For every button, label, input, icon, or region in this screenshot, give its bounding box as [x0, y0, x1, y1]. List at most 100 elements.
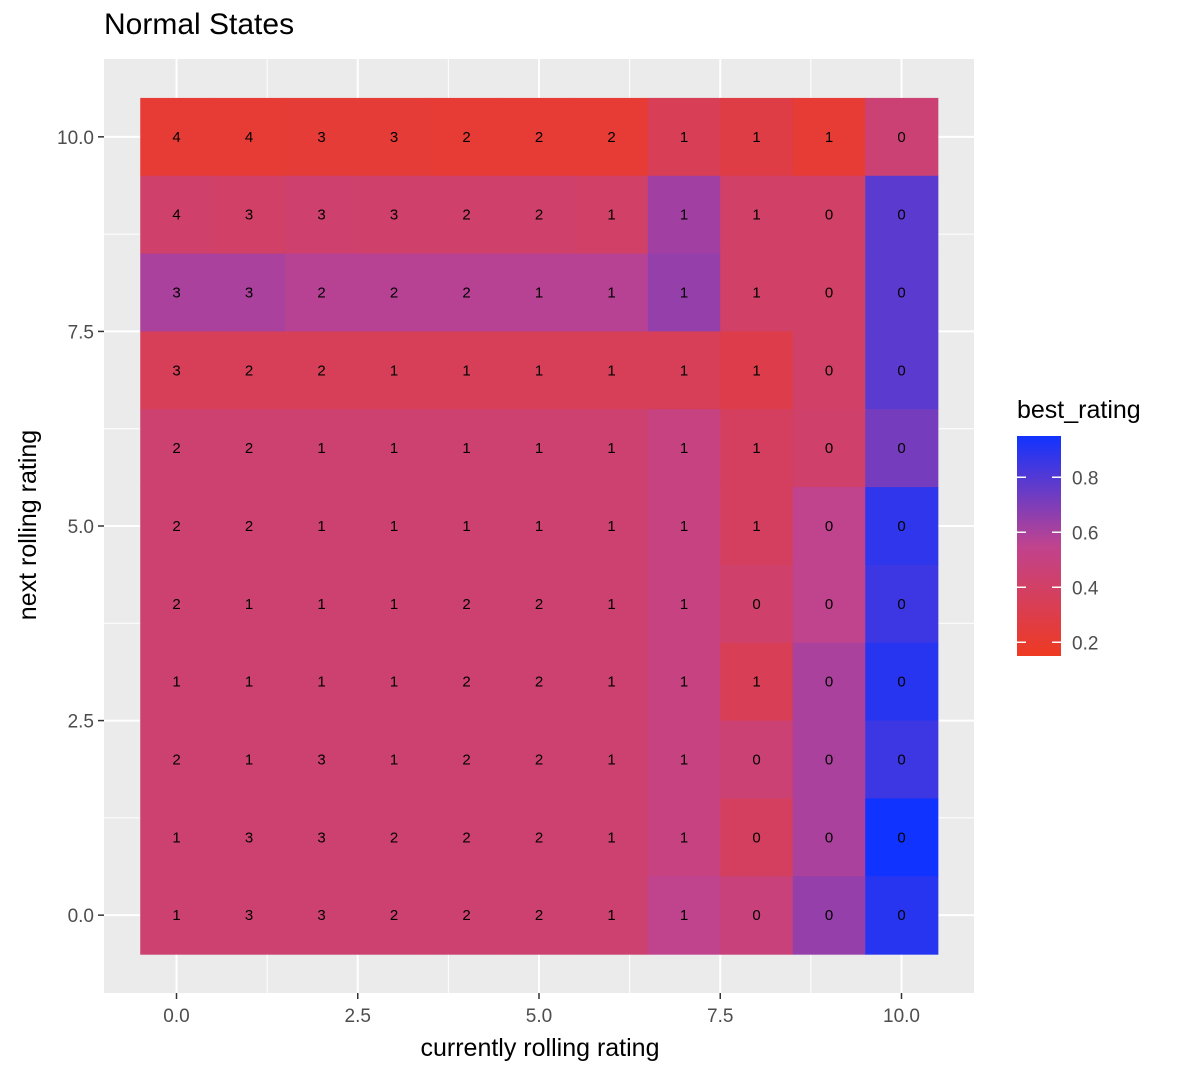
heatmap-cell [140, 409, 214, 488]
heatmap-cell [140, 798, 214, 877]
cell-value-label: 1 [390, 440, 398, 457]
cell-value-label: 3 [245, 207, 253, 224]
heatmap-cell [720, 876, 794, 955]
cell-value-label: 1 [317, 674, 325, 691]
cell-value-label: 1 [752, 362, 760, 379]
cell-value-label: 1 [172, 907, 180, 924]
heatmap-cell [647, 642, 721, 722]
heatmap-cell [502, 97, 576, 177]
cell-value-label: 0 [825, 285, 833, 302]
heatmap-cell [575, 487, 649, 566]
cell-value-label: 1 [680, 752, 688, 769]
cell-value-label: 1 [680, 907, 688, 924]
heatmap-cell [430, 876, 504, 955]
legend-ticks: 0.8 0.6 0.4 0.2 [1017, 468, 1099, 654]
heatmap-cell [357, 720, 431, 800]
cell-value-label: 3 [172, 362, 180, 379]
cell-value-label: 2 [390, 829, 398, 846]
cell-value-label: 2 [462, 752, 470, 769]
legend-tick-label: 0.4 [1072, 578, 1099, 599]
heatmap-cell [865, 409, 939, 488]
cell-value-label: 1 [752, 129, 760, 146]
cell-value-label: 1 [680, 285, 688, 302]
cell-value-label: 1 [245, 674, 253, 691]
x-tick-label: 2.5 [345, 1006, 371, 1027]
heatmap-cell [502, 487, 576, 566]
heatmap-cell [575, 97, 649, 177]
cell-value-label: 0 [897, 596, 905, 613]
cell-value-label: 1 [317, 596, 325, 613]
heatmap-cells [140, 97, 939, 955]
cell-value-label: 0 [752, 596, 760, 613]
heatmap-cell [430, 642, 504, 722]
cell-value-label: 3 [245, 907, 253, 924]
heatmap-cell [212, 876, 286, 955]
cell-value-label: 0 [897, 907, 905, 924]
cell-value-label: 1 [680, 518, 688, 535]
cell-value-label: 0 [825, 362, 833, 379]
cell-value-label: 1 [535, 285, 543, 302]
heatmap-cell [140, 876, 214, 955]
cell-value-label: 2 [535, 829, 543, 846]
y-tick-label: 0.0 [68, 906, 94, 927]
heatmap-cell [575, 798, 649, 877]
heatmap-cell [430, 564, 504, 644]
legend-colorbar [1017, 436, 1061, 656]
heatmap-cell [357, 253, 431, 333]
heatmap-cell [212, 97, 286, 177]
cell-value-label: 1 [245, 596, 253, 613]
heatmap-cell [647, 253, 721, 333]
heatmap-cell [792, 331, 866, 410]
cell-value-label: 1 [390, 596, 398, 613]
y-tick-label: 7.5 [68, 322, 94, 343]
heatmap-cell [865, 487, 939, 566]
heatmap-cell [140, 564, 214, 644]
heatmap-cell [865, 642, 939, 722]
heatmap-cell [575, 175, 649, 255]
heatmap-cell [140, 642, 214, 722]
heatmap-cell [720, 642, 794, 722]
cell-value-label: 0 [825, 207, 833, 224]
heatmap-cell [502, 798, 576, 877]
heatmap-cell [720, 409, 794, 488]
heatmap-cell [720, 564, 794, 644]
heatmap-cell [575, 409, 649, 488]
heatmap-cell [285, 253, 359, 333]
heatmap-cell [865, 876, 939, 955]
cell-value-label: 2 [462, 207, 470, 224]
heatmap-cell [212, 175, 286, 255]
cell-value-label: 2 [245, 440, 253, 457]
heatmap-cell [430, 798, 504, 877]
cell-value-label: 1 [390, 518, 398, 535]
heatmap-cell [792, 642, 866, 722]
heatmap-cell-labels: 4 4 3 3 2 2 2 1 1 1 0 4 3 3 3 2 2 1 1 1 0 0 3 3 2 2 2 1 1 1 1 0 0 3 2 2 1 1 1 1… [172, 129, 905, 924]
heatmap-cell [430, 97, 504, 177]
heatmap-cell [647, 564, 721, 644]
heatmap-cell [647, 97, 721, 177]
heatmap-cell [502, 642, 576, 722]
cell-value-label: 1 [390, 674, 398, 691]
heatmap-cell [357, 97, 431, 177]
heatmap-cell [865, 798, 939, 877]
heatmap-cell [647, 175, 721, 255]
cell-value-label: 1 [390, 752, 398, 769]
cell-value-label: 1 [752, 674, 760, 691]
heatmap-cell [212, 409, 286, 488]
heatmap-cell [285, 331, 359, 410]
heatmap-cell [865, 97, 939, 177]
cell-value-label: 1 [390, 362, 398, 379]
legend-title: best_rating [1017, 396, 1141, 424]
cell-value-label: 1 [680, 362, 688, 379]
heatmap-cell [575, 331, 649, 410]
x-axis: 0.0 2.5 5.0 7.5 10.0 [163, 993, 920, 1027]
cell-value-label: 1 [752, 518, 760, 535]
heatmap-cell [865, 331, 939, 410]
heatmap-cell [357, 175, 431, 255]
heatmap-cell [212, 331, 286, 410]
cell-value-label: 1 [462, 440, 470, 457]
cell-value-label: 2 [317, 285, 325, 302]
y-tick-label: 5.0 [68, 517, 94, 538]
cell-value-label: 1 [680, 596, 688, 613]
heatmap-cell [357, 642, 431, 722]
heatmap-cell [720, 331, 794, 410]
